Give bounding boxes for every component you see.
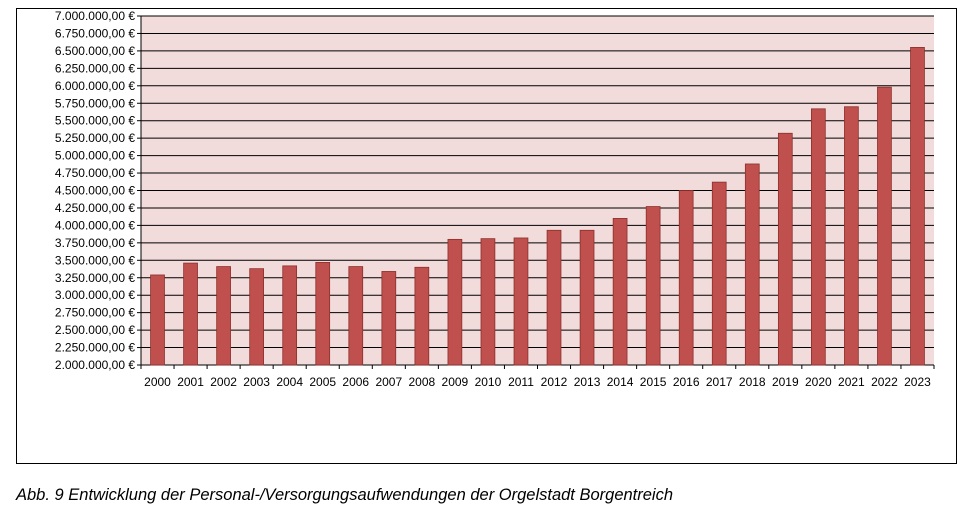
- x-tick-label: 2013: [574, 375, 601, 389]
- x-tick-label: 2019: [772, 375, 799, 389]
- bar-2021: [844, 106, 859, 366]
- bar-2018: [744, 163, 760, 366]
- bar-2020: [811, 108, 826, 366]
- x-tick-label: 2011: [508, 375, 534, 389]
- bar-2013: [579, 229, 595, 366]
- y-tick-label: 5.250.000,00 €: [55, 131, 135, 145]
- bar-chart: 2.000.000,00 € 2.250.000,00 € 2.500.000,00…: [55, 9, 935, 389]
- bar-2023: [910, 47, 925, 366]
- bar-2007: [381, 271, 397, 366]
- y-tick-label: 2.750.000,00 €: [55, 306, 135, 320]
- y-tick-label: 2.500.000,00 €: [55, 323, 135, 337]
- y-tick-label: 2.250.000,00 €: [55, 341, 135, 355]
- bar-2019: [777, 132, 793, 366]
- bar-2008: [414, 266, 430, 366]
- y-tick-label: 6.500.000,00 €: [55, 44, 135, 58]
- x-tick-label: 2009: [442, 375, 469, 389]
- x-tick-label: 2007: [375, 375, 402, 389]
- x-tick-label: 2008: [409, 375, 436, 389]
- x-tick-label: 2003: [243, 375, 270, 389]
- x-tick-label: 2015: [640, 375, 667, 389]
- bar-2002: [216, 266, 231, 366]
- y-tick-label: 7.000.000,00 €: [55, 9, 135, 23]
- x-tick-label: 2000: [144, 375, 171, 389]
- y-tick-label: 3.750.000,00 €: [55, 236, 135, 250]
- y-tick-label: 3.500.000,00 €: [55, 253, 135, 267]
- chart-frame: 2.000.000,00 € 2.250.000,00 € 2.500.000,00…: [16, 8, 957, 464]
- bar-2014: [612, 218, 628, 366]
- x-tick-label: 2021: [838, 375, 865, 389]
- x-tick-label: 2016: [673, 375, 700, 389]
- bar-2000: [150, 274, 165, 366]
- y-tick-label: 4.000.000,00 €: [55, 218, 135, 232]
- y-tick-label: 2.000.000,00 €: [55, 358, 135, 372]
- y-tick-label: 5.750.000,00 €: [55, 96, 135, 110]
- x-tick-label: 2001: [177, 375, 204, 389]
- bar-2003: [249, 268, 264, 366]
- bar-2001: [183, 262, 198, 366]
- y-tick-label: 3.250.000,00 €: [55, 271, 135, 285]
- y-tick-label: 4.500.000,00 €: [55, 184, 135, 198]
- y-tick-label: 4.750.000,00 €: [55, 166, 135, 180]
- figure-caption: Abb. 9 Entwicklung der Personal-/Versorg…: [16, 486, 674, 504]
- y-tick-label: 4.250.000,00 €: [55, 201, 135, 215]
- x-tick-label: 2023: [904, 375, 931, 389]
- y-tick-label: 6.750.000,00 €: [55, 26, 135, 40]
- x-tick-label: 2010: [475, 375, 502, 389]
- x-tick-label: 2002: [210, 375, 237, 389]
- x-tick-label: 2006: [342, 375, 369, 389]
- x-tick-label: 2017: [706, 375, 733, 389]
- x-tick-label: 2004: [276, 375, 303, 389]
- bar-2016: [678, 190, 694, 366]
- x-tick-label: 2012: [541, 375, 568, 389]
- bar-2015: [645, 206, 661, 366]
- y-tick-label: 6.250.000,00 €: [55, 61, 135, 75]
- x-tick-label: 2022: [871, 375, 898, 389]
- bar-2006: [348, 266, 364, 366]
- bar-2010: [480, 238, 496, 366]
- x-tick-label: 2014: [607, 375, 634, 389]
- bar-2005: [315, 261, 331, 366]
- x-tick-label: 2005: [309, 375, 336, 389]
- bar-2012: [546, 229, 562, 366]
- bar-2009: [447, 238, 463, 366]
- y-tick-label: 6.000.000,00 €: [55, 79, 135, 93]
- y-tick-label: 5.000.000,00 €: [55, 149, 135, 163]
- bar-2004: [282, 265, 298, 366]
- y-tick-label: 5.500.000,00 €: [55, 114, 135, 128]
- y-tick-label: 3.000.000,00 €: [55, 288, 135, 302]
- x-tick-label: 2018: [739, 375, 766, 389]
- bar-2011: [513, 237, 529, 366]
- x-tick-label: 2020: [805, 375, 832, 389]
- bar-2022: [877, 86, 892, 366]
- bar-2017: [711, 181, 727, 366]
